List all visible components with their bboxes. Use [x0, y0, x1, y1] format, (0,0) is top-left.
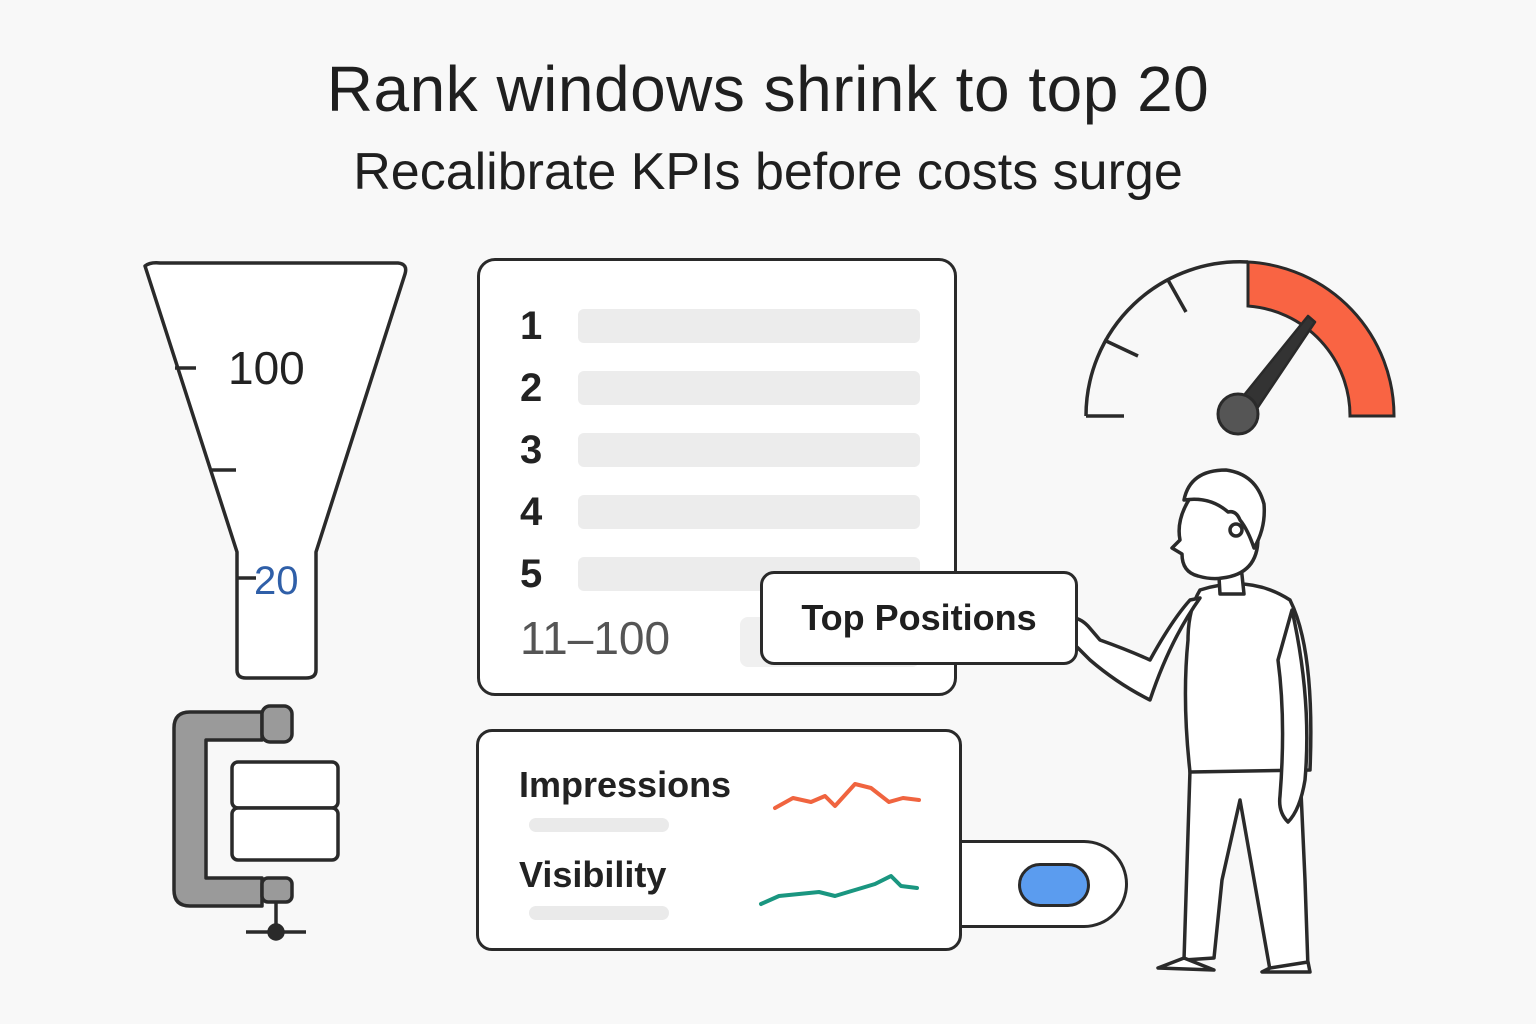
rank-row: 2 [480, 366, 954, 410]
rank-range-label: 11–100 [520, 612, 671, 664]
kpi-sparklines [759, 782, 921, 906]
funnel-label-100: 100 [228, 342, 305, 394]
toggle-knob[interactable] [1018, 863, 1090, 907]
impressions-bar [529, 818, 669, 832]
kpi-panel: Impressions Visibility [476, 729, 962, 951]
toggle-switch[interactable] [962, 840, 1128, 928]
rank-number: 2 [520, 366, 543, 410]
funnel-icon [143, 261, 408, 680]
impressions-label: Impressions [519, 764, 732, 805]
rank-bar [578, 495, 920, 529]
impressions-sparkline [773, 782, 921, 810]
rank-number: 3 [520, 428, 543, 472]
gauge-icon [1084, 260, 1396, 436]
rank-bar [578, 371, 920, 405]
rank-bar [578, 309, 920, 343]
funnel-label-20: 20 [254, 559, 299, 603]
rank-number: 1 [520, 304, 543, 348]
top-positions-callout[interactable]: Top Positions [760, 571, 1078, 665]
rank-bar [578, 433, 920, 467]
page-title: Rank windows shrink to top 20 [326, 53, 1210, 125]
rank-row: 4 [480, 490, 954, 534]
rank-number: 5 [520, 552, 543, 596]
rank-row: 1 [480, 304, 954, 348]
clamp-icon [172, 704, 340, 941]
visibility-sparkline [759, 874, 919, 906]
rank-number: 4 [520, 490, 543, 534]
visibility-label: Visibility [519, 854, 667, 895]
rank-row: 3 [480, 428, 954, 472]
visibility-bar [529, 906, 669, 920]
page-subtitle: Recalibrate KPIs before costs surge [353, 143, 1183, 201]
